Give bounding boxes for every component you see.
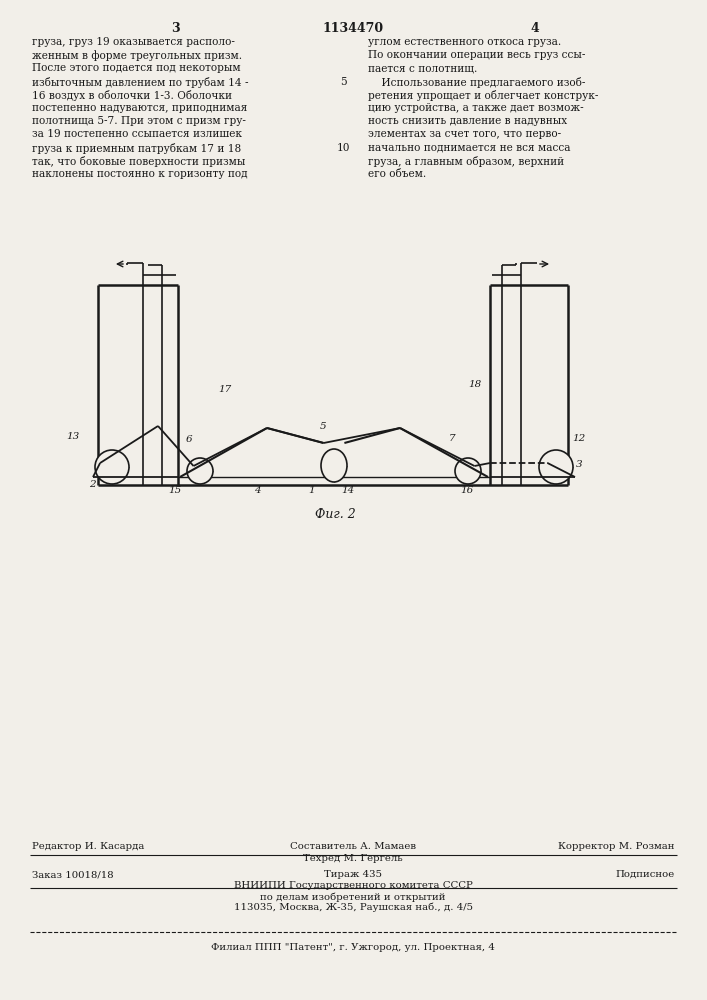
Text: 7: 7 — [449, 434, 455, 443]
Text: ВНИИПИ Государственного комитета СССР: ВНИИПИ Государственного комитета СССР — [233, 881, 472, 890]
Text: 4: 4 — [254, 486, 261, 495]
Text: полотнища 5-7. При этом с призм гру-: полотнища 5-7. При этом с призм гру- — [32, 116, 246, 126]
Text: по делам изобретений и открытий: по делам изобретений и открытий — [260, 892, 445, 902]
Text: груза, а главным образом, верхний: груза, а главным образом, верхний — [368, 156, 564, 167]
Text: 5: 5 — [339, 77, 346, 87]
Text: 16 воздух в оболочки 1-3. Оболочки: 16 воздух в оболочки 1-3. Оболочки — [32, 90, 232, 101]
Text: 6: 6 — [186, 435, 192, 444]
Text: 5: 5 — [320, 422, 327, 431]
Text: Заказ 10018/18: Заказ 10018/18 — [32, 870, 114, 879]
Text: Филиал ППП "Патент", г. Ужгород, ул. Проектная, 4: Филиал ППП "Патент", г. Ужгород, ул. Про… — [211, 943, 495, 952]
Circle shape — [187, 458, 213, 484]
Text: Использование предлагаемого изоб-: Использование предлагаемого изоб- — [368, 77, 585, 88]
Text: 13: 13 — [66, 432, 79, 441]
Text: 17: 17 — [218, 385, 231, 394]
Text: 16: 16 — [460, 486, 473, 495]
Text: 12: 12 — [572, 434, 585, 443]
Text: Фиг. 2: Фиг. 2 — [315, 508, 356, 521]
Text: 15: 15 — [168, 486, 181, 495]
Text: 1134470: 1134470 — [322, 22, 384, 35]
Text: груза к приемным патрубкам 17 и 18: груза к приемным патрубкам 17 и 18 — [32, 143, 241, 154]
Text: постепенно надуваются, приподнимая: постепенно надуваются, приподнимая — [32, 103, 247, 113]
Text: женным в форме треугольных призм.: женным в форме треугольных призм. — [32, 50, 242, 61]
Circle shape — [455, 458, 481, 484]
Text: наклонены постоянно к горизонту под: наклонены постоянно к горизонту под — [32, 169, 247, 179]
Text: цию устройства, а также дает возмож-: цию устройства, а также дает возмож- — [368, 103, 583, 113]
Text: Тираж 435: Тираж 435 — [324, 870, 382, 879]
Text: его объем.: его объем. — [368, 169, 426, 179]
Circle shape — [95, 450, 129, 484]
Text: избыточным давлением по трубам 14 -: избыточным давлением по трубам 14 - — [32, 77, 248, 88]
Text: Корректор М. Розман: Корректор М. Розман — [559, 842, 675, 851]
Text: пается с полотнищ.: пается с полотнищ. — [368, 63, 477, 73]
Text: После этого подается под некоторым: После этого подается под некоторым — [32, 63, 240, 73]
Text: 2: 2 — [89, 480, 95, 489]
Text: груза, груз 19 оказывается располо-: груза, груз 19 оказывается располо- — [32, 37, 235, 47]
Circle shape — [539, 450, 573, 484]
Text: 4: 4 — [531, 22, 539, 35]
Text: ретения упрощает и облегчает конструк-: ретения упрощает и облегчает конструк- — [368, 90, 598, 101]
Text: По окончании операции весь груз ссы-: По окончании операции весь груз ссы- — [368, 50, 585, 60]
Text: 18: 18 — [468, 380, 481, 389]
Text: Подписное: Подписное — [616, 870, 675, 879]
Text: так, что боковые поверхности призмы: так, что боковые поверхности призмы — [32, 156, 245, 167]
Text: 1: 1 — [308, 486, 315, 495]
Text: Составитель А. Мамаев: Составитель А. Мамаев — [290, 842, 416, 851]
Ellipse shape — [321, 449, 347, 482]
Text: Техред М. Гергель: Техред М. Гергель — [303, 854, 403, 863]
Text: 3: 3 — [576, 460, 583, 469]
Text: ность снизить давление в надувных: ность снизить давление в надувных — [368, 116, 567, 126]
Text: 3: 3 — [170, 22, 180, 35]
Text: углом естественного откоса груза.: углом естественного откоса груза. — [368, 37, 561, 47]
Text: начально поднимается не вся масса: начально поднимается не вся масса — [368, 143, 571, 153]
Text: 14: 14 — [341, 486, 354, 495]
Text: за 19 постепенно ссыпается излишек: за 19 постепенно ссыпается излишек — [32, 129, 242, 139]
Text: Редактор И. Касарда: Редактор И. Касарда — [32, 842, 144, 851]
Text: 10: 10 — [337, 143, 350, 153]
Text: 113035, Москва, Ж-35, Раушская наб., д. 4/5: 113035, Москва, Ж-35, Раушская наб., д. … — [233, 903, 472, 912]
Text: элементах за счет того, что перво-: элементах за счет того, что перво- — [368, 129, 561, 139]
